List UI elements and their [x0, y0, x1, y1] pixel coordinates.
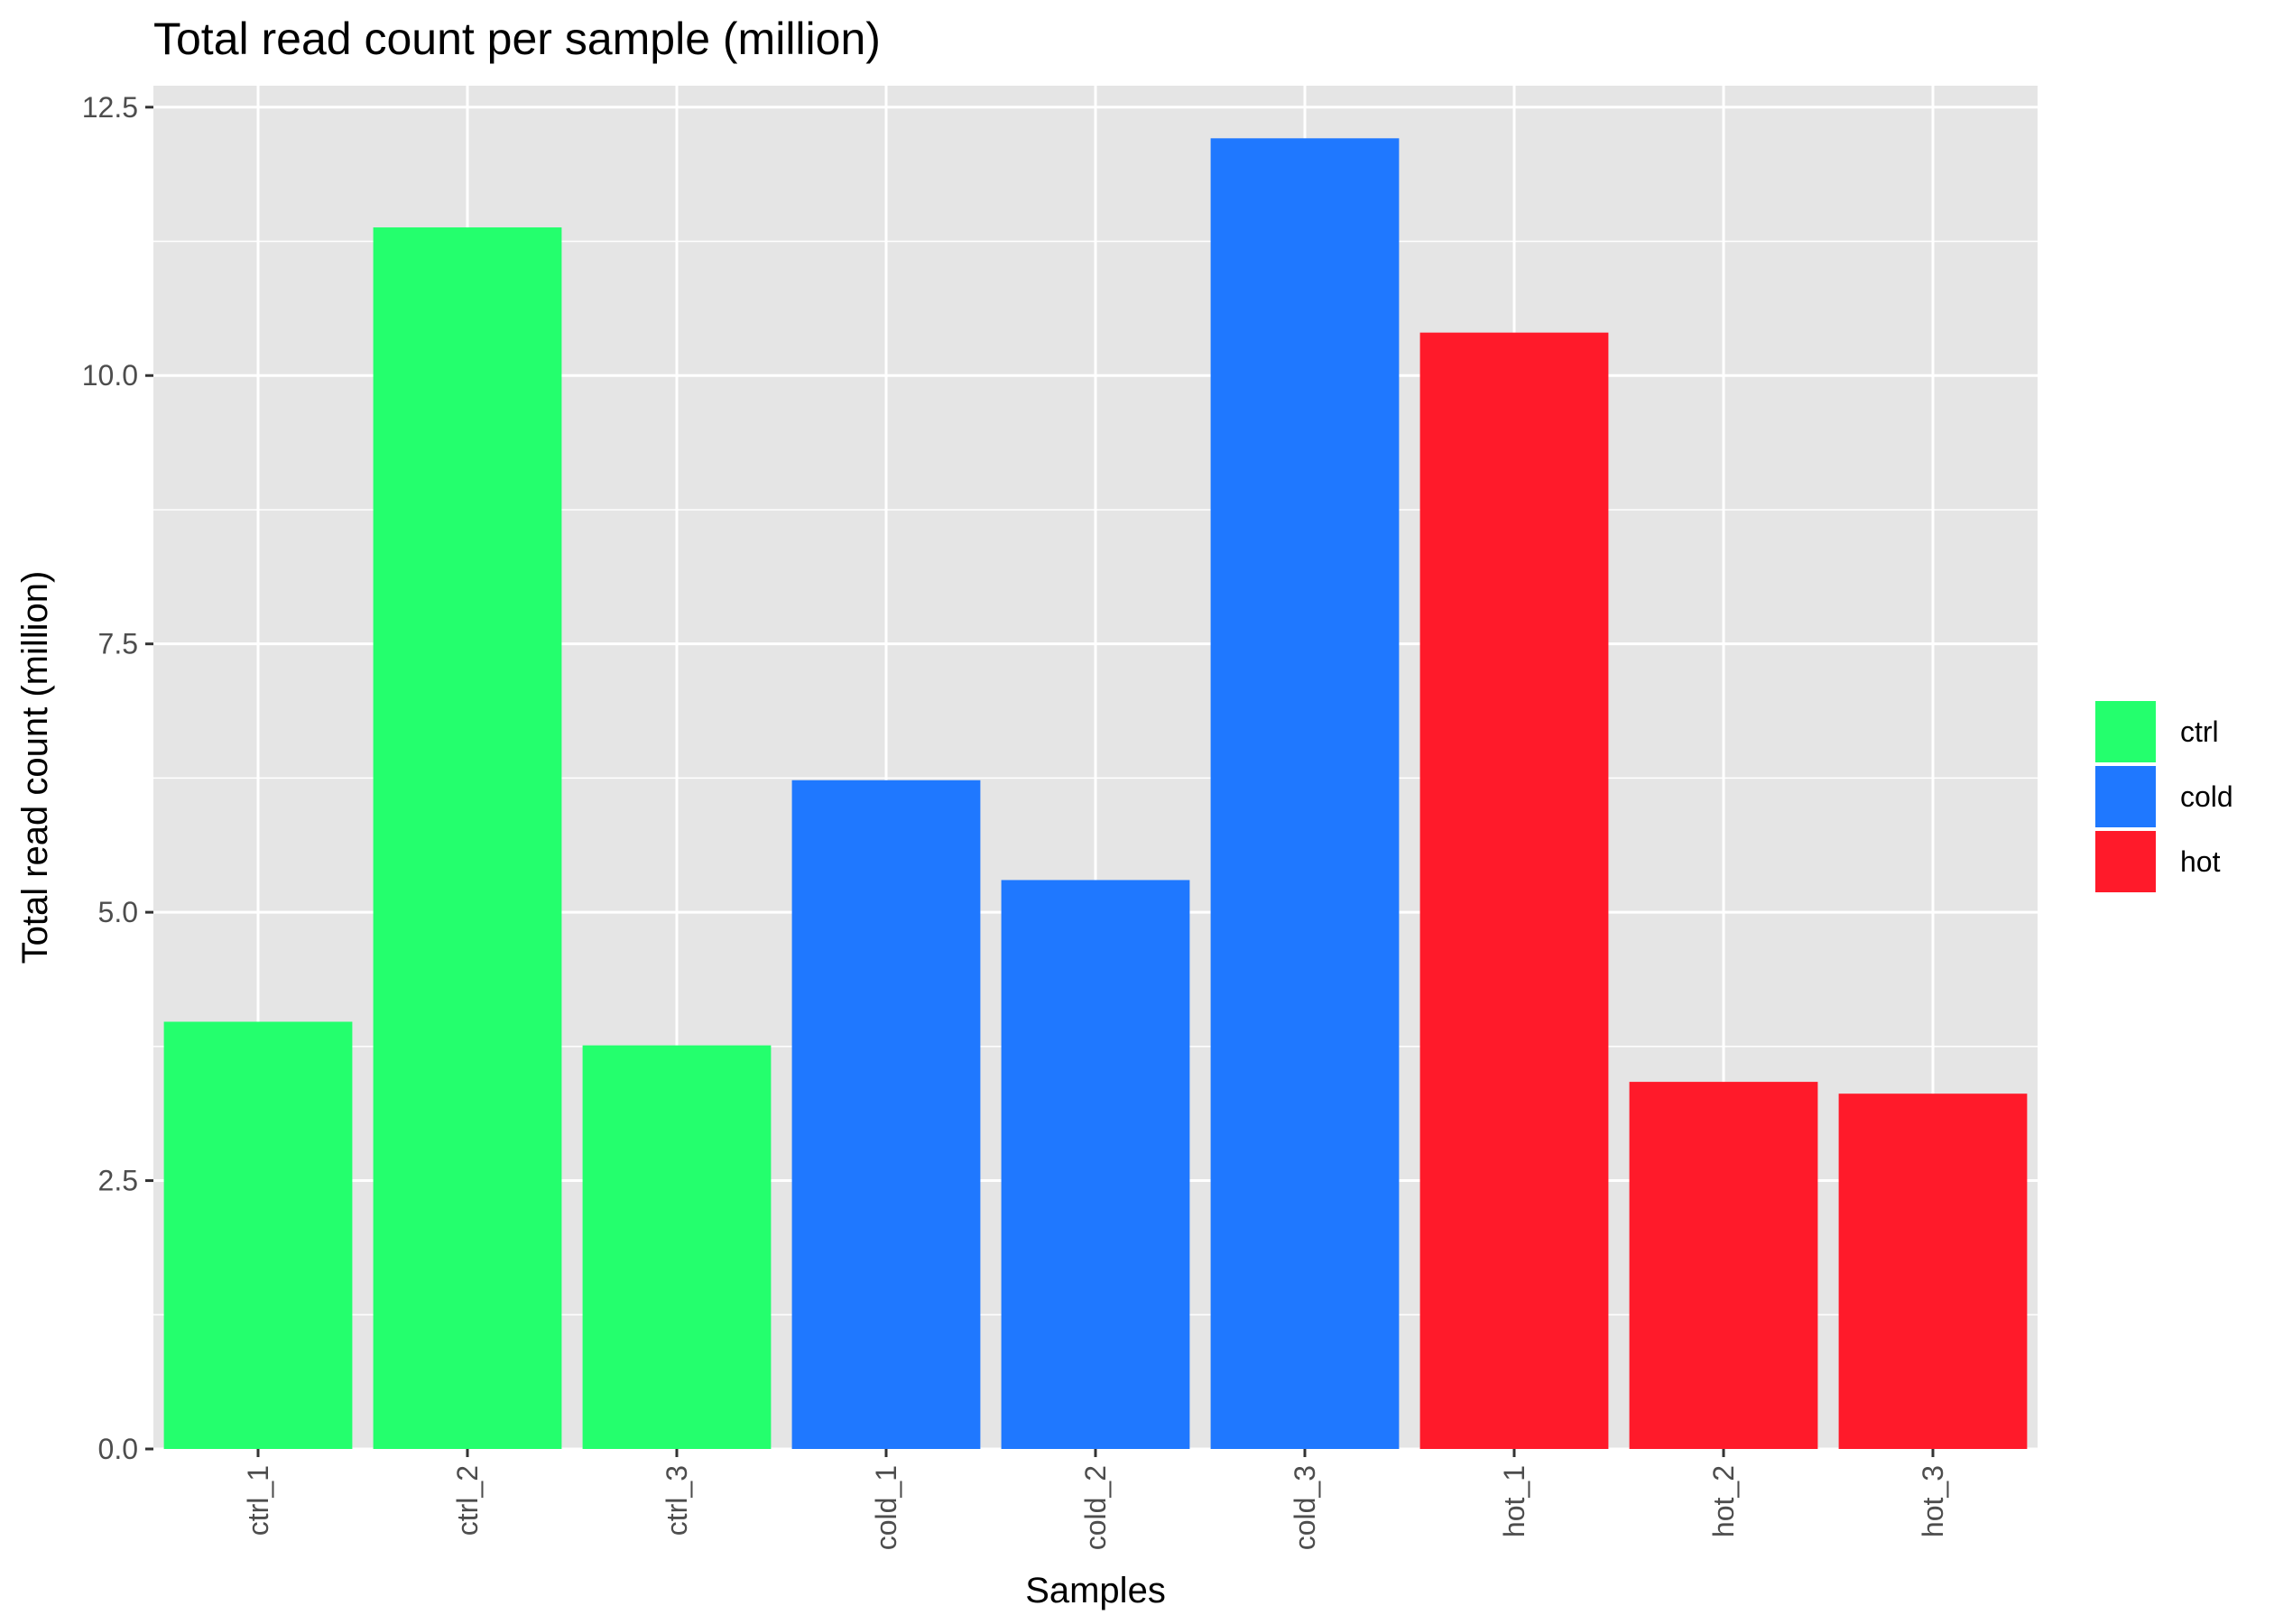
x-tick-label: cold_3: [1289, 1465, 1321, 1550]
y-axis-title: Total read count (million): [15, 571, 55, 964]
bar-ctrl_1: [163, 1021, 353, 1449]
bar-hot_1: [1419, 332, 1609, 1450]
bar-cold_2: [1001, 880, 1190, 1449]
bar-ctrl_2: [373, 227, 562, 1449]
x-axis: ctrl_1 ctrl_2 ctrl_3 cold_1 cold_2 cold_3 hot_…: [242, 1449, 1949, 1550]
legend-label-cold: cold: [2180, 780, 2233, 813]
x-tick-label: ctrl_1: [242, 1465, 274, 1536]
legend-label-ctrl: ctrl: [2180, 715, 2219, 748]
x-tick-label: cold_2: [1079, 1465, 1112, 1550]
x-tick-label: ctrl_3: [661, 1465, 693, 1536]
chart-title: Total read count per sample (million): [153, 14, 881, 64]
x-tick-label: cold_1: [870, 1465, 902, 1550]
y-tick-label: 10.0: [82, 359, 138, 392]
bar-cold_3: [1210, 138, 1400, 1449]
legend-swatch-hot: [2095, 831, 2156, 892]
x-tick-label: hot_3: [1917, 1465, 1949, 1537]
x-tick-label: hot_1: [1498, 1465, 1530, 1537]
x-tick-label: hot_2: [1707, 1465, 1740, 1537]
y-tick-label: 5.0: [98, 896, 138, 928]
x-axis-title: Samples: [1025, 1571, 1166, 1610]
bar-hot_3: [1838, 1093, 2028, 1449]
legend: ctrl cold hot: [2095, 701, 2233, 892]
y-tick-label: 12.5: [82, 91, 138, 124]
bar-cold_1: [791, 780, 981, 1449]
y-tick-label: 2.5: [98, 1165, 138, 1197]
y-axis: 0.0 2.5 5.0 7.5 10.0 12.5: [82, 91, 153, 1465]
legend-swatch-cold: [2095, 766, 2156, 827]
bar-ctrl_3: [582, 1045, 772, 1449]
y-tick-label: 7.5: [98, 628, 138, 660]
bar-hot_2: [1629, 1082, 1818, 1449]
legend-label-hot: hot: [2180, 845, 2221, 878]
y-tick-label: 0.0: [98, 1433, 138, 1465]
legend-swatch-ctrl: [2095, 701, 2156, 762]
x-tick-label: ctrl_2: [451, 1465, 484, 1536]
bars: [163, 138, 2028, 1450]
